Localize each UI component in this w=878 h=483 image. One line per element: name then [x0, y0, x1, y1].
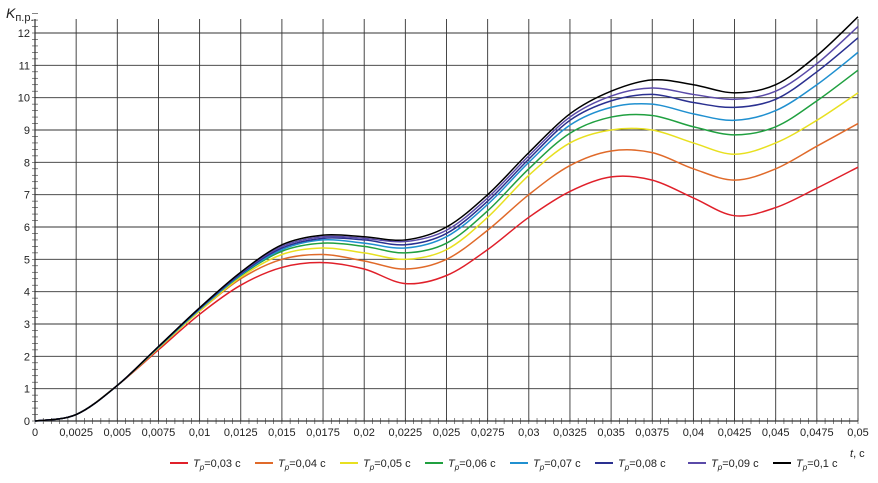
legend-label-5: Tp=0,08 с — [618, 458, 666, 472]
series-lines — [34, 16, 859, 422]
y-tick-label: 12 — [18, 28, 30, 40]
x-tick-label: 0 — [32, 427, 38, 439]
x-tick-label: 0,0175 — [306, 427, 340, 439]
x-tick-label: 0,045 — [762, 427, 790, 439]
grid — [34, 19, 859, 422]
y-tick-label: 10 — [18, 93, 30, 105]
y-tick-label: 1 — [24, 384, 30, 396]
y-tick-label: 4 — [24, 287, 30, 299]
x-tick-label: 0,0325 — [553, 427, 587, 439]
x-tick-label: 0,0425 — [718, 427, 752, 439]
x-tick-label: 0,02 — [353, 427, 374, 439]
legend-label-7: Tp=0,1 с — [796, 458, 838, 472]
y-tick-label: 8 — [24, 157, 30, 169]
x-tick-label: 0,0075 — [142, 427, 176, 439]
series-line-2 — [34, 92, 859, 422]
y-tick-label: 7 — [24, 190, 30, 202]
legend-label-2: Tp=0,05 с — [363, 458, 411, 472]
x-axis-label: t, с — [850, 448, 865, 460]
y-axis-label: Kп.р. — [6, 5, 34, 24]
legend-label-1: Tp=0,04 с — [278, 458, 326, 472]
x-tick-label: 0,01 — [189, 427, 210, 439]
x-tick-label: 0,0275 — [471, 427, 505, 439]
x-tick-label: 0,04 — [683, 427, 704, 439]
x-tick-label: 0,005 — [104, 427, 132, 439]
legend-label-0: Tp=0,03 с — [193, 458, 241, 472]
x-tick-label: 0,0225 — [389, 427, 423, 439]
x-tick-label: 0,0025 — [59, 427, 93, 439]
legend: Tp=0,03 с Tp=0,04 с Tp=0,05 с Tp=0,06 с Tp=0… — [170, 458, 838, 472]
legend-label-6: Tp=0,09 с — [711, 458, 759, 472]
y-tick-label: 5 — [24, 254, 30, 266]
series-line-0 — [34, 166, 859, 422]
y-tick-label: 3 — [24, 319, 30, 331]
x-tick-label: 0,015 — [268, 427, 296, 439]
x-tick-label: 0,0125 — [224, 427, 258, 439]
legend-label-4: Tp=0,07 с — [533, 458, 581, 472]
legend-label-3: Tp=0,06 с — [448, 458, 496, 472]
y-tick-label: 9 — [24, 125, 30, 137]
x-tick-label: 0,03 — [518, 427, 539, 439]
y-tick-label: 6 — [24, 222, 30, 234]
x-tick-label: 0,0475 — [800, 427, 834, 439]
y-tick-label: 11 — [19, 60, 30, 72]
x-tick-label: 0,05 — [847, 427, 868, 439]
x-tick-label: 0,0375 — [635, 427, 669, 439]
x-tick-label: 0,035 — [597, 427, 625, 439]
axis-ticks: 0 0,0025 0,005 0,0075 0,01 0,0125 0,015 0,0175 0… — [18, 13, 869, 439]
y-tick-label: 0 — [24, 416, 30, 428]
x-tick-label: 0,025 — [433, 427, 461, 439]
series-line-7 — [34, 16, 859, 422]
y-tick-label: 2 — [24, 351, 30, 363]
